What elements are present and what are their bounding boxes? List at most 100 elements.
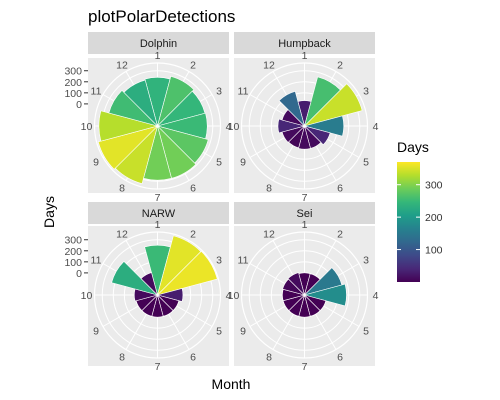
month-label: 12 bbox=[116, 229, 128, 241]
month-label: 11 bbox=[91, 255, 102, 267]
chart-title: plotPolarDetections bbox=[88, 7, 235, 26]
month-label: 8 bbox=[266, 183, 272, 195]
month-label: 4 bbox=[373, 290, 379, 302]
legend-ticks: 100 200 300 bbox=[397, 180, 443, 257]
month-label: 7 bbox=[155, 192, 161, 204]
radial-gridline bbox=[248, 70, 361, 182]
facet-strip-label: NARW bbox=[142, 208, 176, 220]
month-label: 4 bbox=[226, 290, 232, 302]
month-label: 7 bbox=[302, 361, 308, 373]
month-label: 6 bbox=[337, 352, 343, 364]
month-label: 10 bbox=[81, 290, 93, 302]
legend-tick-label: 100 bbox=[425, 245, 443, 257]
legend-tick-label: 300 bbox=[425, 180, 443, 192]
wedge-humpback-month-10 bbox=[277, 118, 306, 134]
wedge-narw-month-11 bbox=[111, 260, 159, 296]
month-label: 5 bbox=[363, 157, 369, 169]
month-label: 9 bbox=[240, 326, 246, 338]
facet-strip-label: Sei bbox=[297, 208, 313, 220]
y-axis-label: Days bbox=[41, 196, 57, 228]
facet-panels: Dolphin1234567891011120100200300Humpback… bbox=[64, 32, 379, 373]
outer-gridline bbox=[240, 62, 369, 190]
month-label: 1 bbox=[155, 50, 161, 62]
month-label: 5 bbox=[363, 326, 369, 338]
facet-strip bbox=[88, 32, 229, 54]
radial-tick-label: 300 bbox=[64, 235, 82, 247]
wedge-sei-month-4 bbox=[303, 283, 347, 307]
radial-gridline bbox=[259, 81, 350, 171]
wedge-humpback-month-12 bbox=[278, 90, 306, 128]
month-label: 9 bbox=[93, 326, 99, 338]
month-label: 7 bbox=[155, 361, 161, 373]
facet-strip bbox=[234, 202, 375, 224]
wedge-narw-month-4 bbox=[156, 288, 184, 302]
wedge-humpback-month-3 bbox=[303, 83, 363, 127]
month-label: 6 bbox=[337, 183, 343, 195]
wedge-narw-month-12 bbox=[140, 272, 159, 297]
wedge-humpback-month-5 bbox=[303, 125, 331, 146]
month-label: 8 bbox=[266, 352, 272, 364]
facet-strip bbox=[88, 202, 229, 224]
outer-gridline bbox=[93, 62, 222, 190]
wedge-dolphin-month-9 bbox=[97, 125, 159, 170]
month-label: 6 bbox=[190, 183, 196, 195]
month-label: 2 bbox=[190, 229, 196, 241]
wedge-dolphin-month-12 bbox=[123, 79, 159, 128]
month-label: 7 bbox=[302, 192, 308, 204]
month-label: 11 bbox=[91, 86, 102, 98]
month-label: 1 bbox=[155, 219, 161, 231]
month-label: 3 bbox=[216, 255, 222, 267]
wedge-humpback-month-4 bbox=[303, 115, 345, 137]
facet-strip-label: Dolphin bbox=[140, 38, 177, 50]
legend-tick-label: 200 bbox=[425, 212, 443, 224]
wedge-dolphin-month-2 bbox=[156, 75, 195, 128]
radial-tick-label: 100 bbox=[64, 88, 82, 100]
month-label: 2 bbox=[337, 229, 343, 241]
month-label: 3 bbox=[363, 86, 369, 98]
wedge-narw-month-3 bbox=[156, 250, 218, 296]
radial-tick-label: 100 bbox=[64, 257, 82, 269]
legend-colorbar bbox=[397, 162, 420, 282]
month-label: 11 bbox=[238, 86, 249, 98]
month-label: 9 bbox=[240, 157, 246, 169]
radial-tick-label: 200 bbox=[64, 77, 82, 89]
month-label: 4 bbox=[226, 121, 232, 133]
month-label: 6 bbox=[190, 352, 196, 364]
legend: Days 100 200 300 bbox=[397, 139, 443, 282]
month-label: 11 bbox=[238, 255, 249, 267]
radial-gridline bbox=[101, 239, 214, 351]
month-label: 8 bbox=[119, 183, 125, 195]
x-axis-label: Month bbox=[212, 376, 251, 392]
facet-strip bbox=[234, 32, 375, 54]
wedge-sei-month-12 bbox=[287, 272, 306, 297]
radial-gridline bbox=[259, 250, 350, 340]
month-label: 1 bbox=[302, 219, 308, 231]
wedge-humpback-month-7 bbox=[298, 124, 311, 150]
radial-gridline bbox=[248, 239, 361, 351]
month-label: 12 bbox=[263, 229, 275, 241]
month-label: 12 bbox=[116, 60, 128, 72]
radial-tick-label: 300 bbox=[64, 66, 82, 78]
month-label: 1 bbox=[302, 50, 308, 62]
radial-tick-label: 0 bbox=[76, 99, 82, 111]
month-label: 10 bbox=[228, 290, 240, 302]
radial-tick-label: 200 bbox=[64, 246, 82, 258]
wedge-dolphin-month-11 bbox=[108, 90, 159, 127]
month-label: 9 bbox=[93, 157, 99, 169]
month-label: 4 bbox=[373, 121, 379, 133]
wedge-dolphin-month-10 bbox=[98, 110, 159, 142]
outer-gridline bbox=[93, 231, 222, 359]
month-label: 12 bbox=[263, 60, 275, 72]
month-label: 10 bbox=[228, 121, 240, 133]
month-label: 8 bbox=[119, 352, 125, 364]
month-label: 10 bbox=[81, 121, 93, 133]
month-label: 3 bbox=[216, 86, 222, 98]
legend-title: Days bbox=[397, 139, 429, 155]
month-label: 2 bbox=[337, 60, 343, 72]
month-label: 2 bbox=[190, 60, 196, 72]
